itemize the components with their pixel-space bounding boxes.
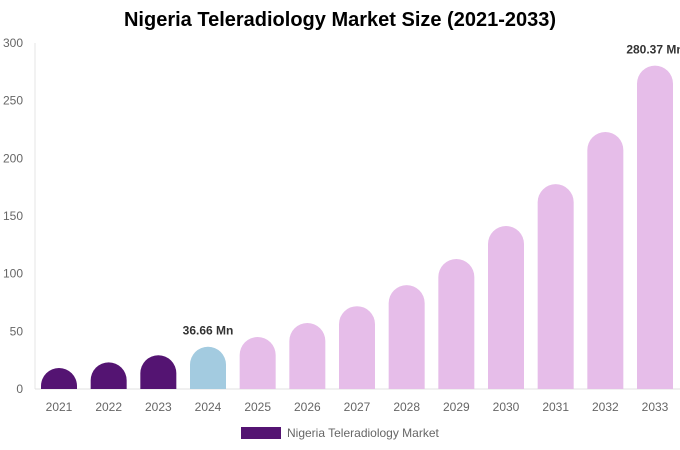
chart-title: Nigeria Teleradiology Market Size (2021-…: [123, 9, 557, 31]
x-tick-label: 2021: [46, 400, 73, 414]
x-tick-label: 2022: [95, 400, 122, 414]
bar-2023: [140, 355, 177, 389]
y-tick-label: 250: [3, 94, 23, 108]
bar-2021: [41, 368, 77, 389]
y-tick-label: 0: [16, 382, 23, 396]
x-tick-label: 2032: [592, 400, 619, 414]
legend-swatch: [241, 427, 281, 439]
legend: Nigeria Teleradiology Market: [241, 426, 439, 440]
y-tick-label: 50: [10, 324, 24, 338]
bar-2026: [289, 323, 326, 389]
legend-label: Nigeria Teleradiology Market: [287, 426, 439, 440]
x-tick-label: 2025: [244, 400, 271, 414]
y-tick-label: 150: [3, 209, 23, 223]
data-label: 280.37 Mn: [626, 43, 680, 57]
y-tick-label: 200: [3, 151, 23, 165]
bar-2022: [90, 362, 127, 389]
bar-2027: [339, 306, 375, 389]
bar-2032: [587, 132, 624, 389]
y-tick-label: 100: [3, 267, 23, 281]
x-tick-label: 2030: [493, 400, 520, 414]
bar-2031: [537, 184, 574, 389]
x-tick-label: 2023: [145, 400, 172, 414]
bar-2028: [388, 285, 425, 389]
bar-2025: [239, 337, 276, 389]
bar-2029: [438, 259, 475, 389]
bar-2033: [637, 65, 673, 390]
y-tick-label: 300: [3, 36, 23, 50]
x-tick-label: 2029: [443, 400, 470, 414]
x-tick-label: 2024: [195, 400, 222, 414]
x-tick-label: 2028: [393, 400, 420, 414]
x-tick-label: 2033: [642, 400, 669, 414]
data-label: 36.66 Mn: [183, 324, 234, 338]
x-tick-label: 2026: [294, 400, 321, 414]
bar-2024: [190, 346, 226, 389]
bar-2030: [488, 226, 524, 389]
x-tick-label: 2027: [344, 400, 371, 414]
x-tick-label: 2031: [542, 400, 569, 414]
